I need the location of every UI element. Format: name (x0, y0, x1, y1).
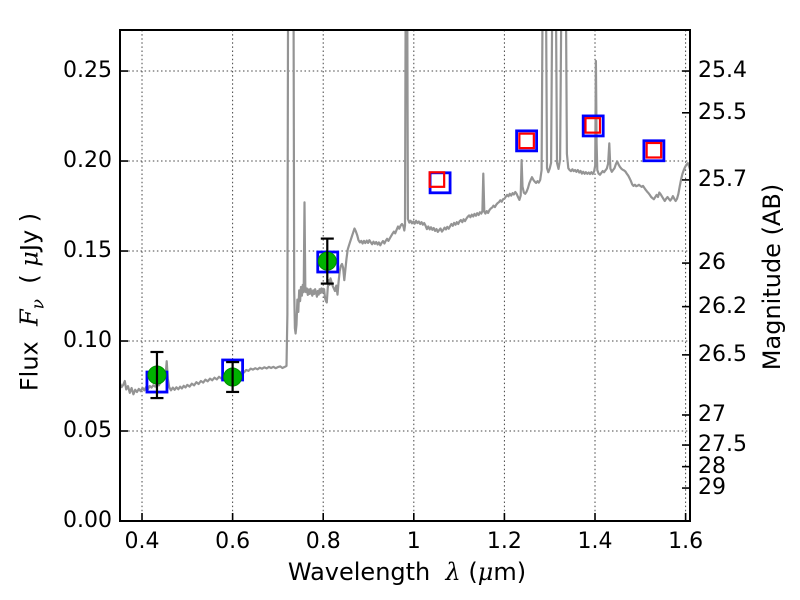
red-square-marker (428, 171, 446, 188)
y-tick-label-right: 26.5 (698, 341, 747, 367)
y-tick-label-left: 0.00 (63, 508, 112, 533)
y-tick-label-left: 0.05 (63, 418, 112, 443)
y-tick-label-left: 0.10 (63, 328, 112, 353)
x-tick-label: 0.4 (124, 529, 160, 554)
x-axis-label: Wavelength λ (μm) (288, 558, 526, 586)
x-axis-units-close: m) (493, 558, 527, 586)
blue-square-marker (642, 139, 666, 163)
y-tick-label-right: 26.2 (698, 293, 747, 319)
blue-square-marker (581, 114, 605, 138)
x-tick-label: 0.8 (305, 529, 341, 554)
x-axis-label-word: Wavelength (287, 558, 431, 586)
y-axis-label-right: Magnitude (AB) (758, 183, 786, 371)
blue-square-marker (515, 129, 539, 153)
y-tick-label-right: 28 (698, 453, 726, 479)
x-tick-label: 0.6 (215, 529, 251, 554)
y-tick-label-right: 26 (698, 250, 726, 276)
x-tick-label: 1.6 (668, 529, 704, 554)
axis-frame (119, 29, 691, 522)
x-tick-label: 1.2 (486, 529, 522, 554)
mu-symbol: μ (477, 558, 494, 586)
red-square-marker (584, 117, 602, 134)
y-tick-label-right: 27.5 (698, 432, 747, 458)
x-axis-units-open: ( (468, 558, 478, 586)
y-tick-label-right: 25.4 (698, 58, 747, 84)
y-tick-label-right: 25.7 (698, 166, 747, 192)
nu-subscript: ν (28, 299, 49, 310)
y-tick-label-left: 0.25 (63, 58, 112, 84)
y-tick-label-right: 27 (698, 401, 726, 427)
blue-square-marker (428, 171, 452, 195)
y-tick-label-right: 29 (698, 475, 726, 501)
flux-units-open: ( (15, 266, 44, 284)
spectrum-line (120, 30, 690, 396)
x-tick-label: 1 (406, 529, 421, 554)
y-tick-label-left: 0.15 (63, 238, 112, 264)
red-square-marker (518, 132, 535, 150)
x-tick-label: 1.4 (577, 529, 613, 554)
red-square-marker (645, 141, 663, 159)
y-tick-label-right: 25.5 (698, 99, 747, 125)
flux-symbol: F (15, 309, 44, 326)
lambda-symbol: λ (445, 558, 461, 586)
y-tick-label-left: 0.20 (63, 148, 112, 174)
